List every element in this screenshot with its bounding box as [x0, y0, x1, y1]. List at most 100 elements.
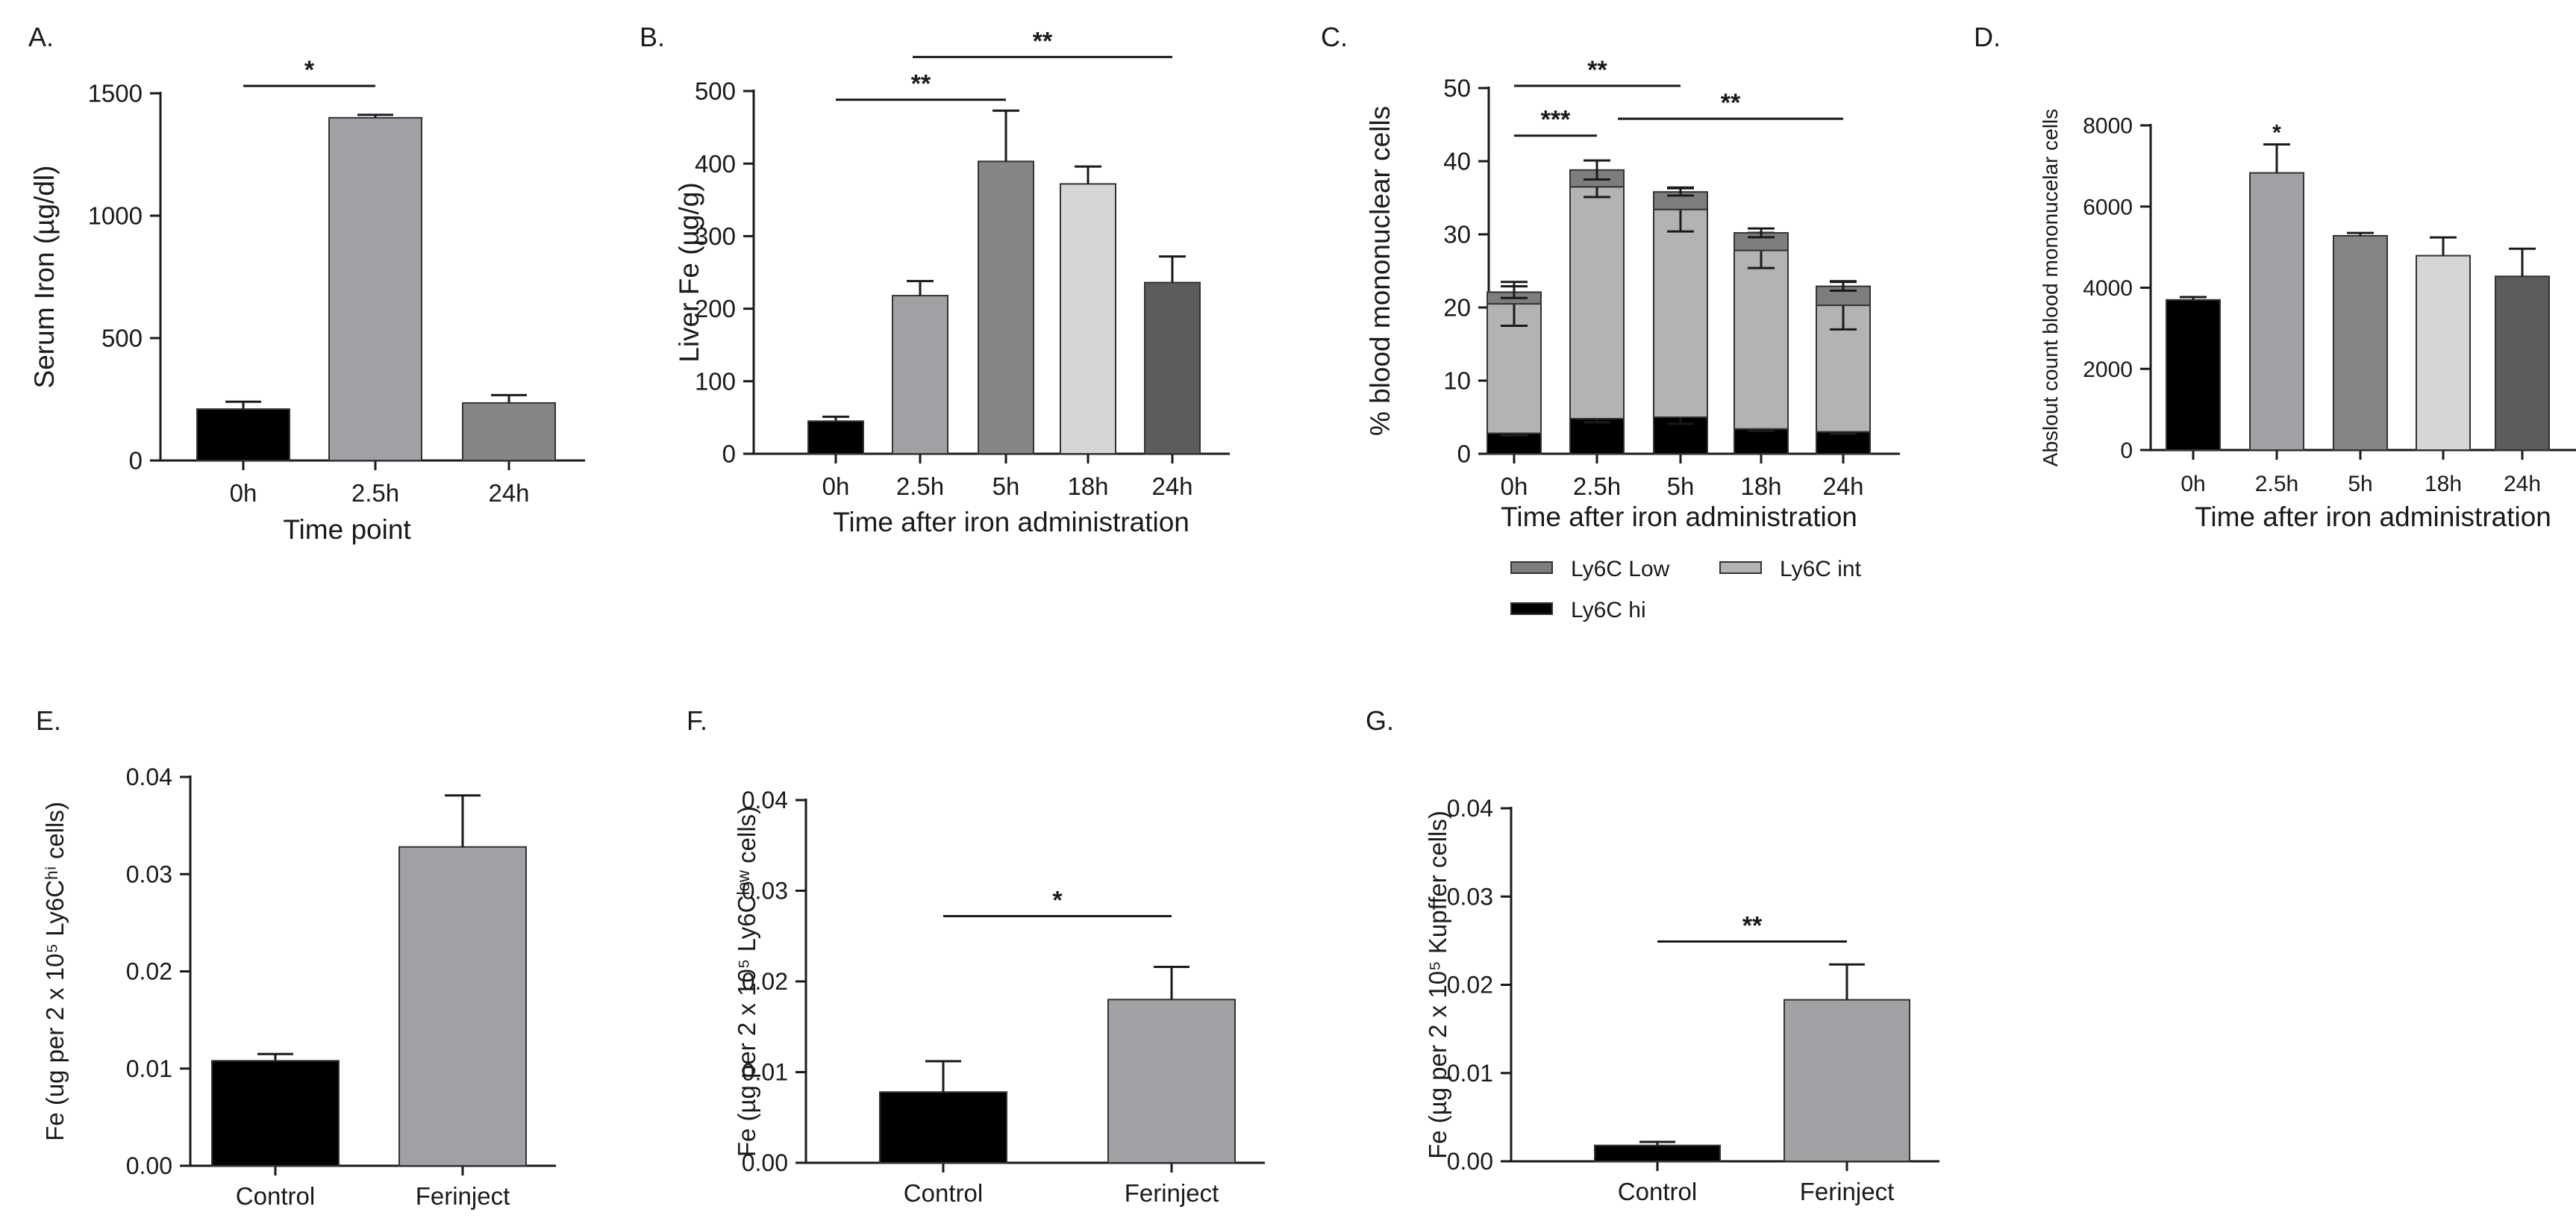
x-tick-label: 5h — [2348, 472, 2372, 496]
x-tick-label: 24h — [1151, 472, 1192, 500]
y-tick-label: 0.03 — [126, 861, 172, 887]
significance-label: * — [2272, 121, 2281, 146]
y-tick-label: 6000 — [2083, 195, 2133, 219]
y-axis-title: % blood mononuclear cells — [1365, 106, 1395, 436]
bar-ly6c-hi — [1569, 417, 1625, 455]
panel-label: F. — [687, 705, 707, 736]
y-tick-label: 2000 — [2083, 357, 2133, 382]
panel-f: F. 0.00 0.01 0.02 0.03 0.04 Control Ferinject * F… — [687, 705, 1265, 1207]
y-axis-title: Abslout count blood mononucelar cells — [2039, 109, 2062, 466]
x-tick-label: 24h — [1822, 472, 1863, 500]
y-axis-title: Liver Fe (µg/g) — [674, 182, 704, 362]
legend-swatch — [1510, 561, 1553, 574]
x-tick-label: Ferinject — [1800, 1178, 1895, 1205]
bar-ly6c-hi — [1816, 431, 1871, 455]
panel-d: D. 0 2000 4000 6000 8000 0h 2.5h 5h 18h 24h * Time a… — [1974, 22, 2576, 532]
y-axis-title: Fe (µg per 2 x 10⁵ Ly6Cˡᵒʷ cells) — [733, 806, 760, 1157]
panel-label: A. — [28, 22, 54, 52]
bar — [2416, 255, 2471, 451]
bar-ly6c-int — [1734, 249, 1789, 430]
y-tick-label: 0.01 — [126, 1055, 172, 1082]
y-tick-label: 0.03 — [742, 878, 788, 905]
y-tick-label: 50 — [1443, 75, 1471, 102]
bar — [1060, 183, 1116, 455]
x-tick-label: 5h — [1667, 472, 1695, 500]
bar-ly6c-int — [1653, 208, 1708, 418]
y-tick-label: 0.01 — [742, 1059, 788, 1086]
bar — [879, 1091, 1007, 1164]
y-tick-label: 0.00 — [742, 1149, 788, 1176]
significance-label: ** — [1742, 912, 1763, 940]
bar-ly6c-int — [1569, 186, 1625, 419]
bar — [1107, 999, 1236, 1164]
bar — [196, 408, 290, 461]
panel-label: D. — [1974, 22, 2001, 52]
x-tick-label: 0h — [822, 472, 850, 500]
legend: Ly6C Low Ly6C int Ly6C hi — [1510, 557, 1862, 622]
x-tick-label: 2.5h — [1573, 472, 1621, 500]
significance-label: ** — [1033, 27, 1053, 55]
y-tick-label: 30 — [1443, 221, 1471, 249]
bar-ly6c-int — [1816, 305, 1871, 433]
x-tick-label: Ferinject — [416, 1182, 510, 1210]
bar — [211, 1060, 340, 1167]
legend-swatch — [1719, 561, 1762, 574]
y-tick-label: 40 — [1443, 148, 1471, 175]
bar — [2495, 275, 2550, 451]
y-tick-label: 10 — [1443, 367, 1471, 395]
panel-e: E. 0.00 0.01 0.02 0.03 0.04 Control Ferinject Fe… — [36, 705, 556, 1210]
bar — [462, 402, 556, 461]
bar — [328, 116, 422, 462]
y-tick-label: 4000 — [2083, 276, 2133, 301]
y-tick-label: 20 — [1443, 294, 1471, 322]
y-tick-label: 400 — [695, 150, 736, 178]
y-tick-label: 0 — [722, 440, 736, 468]
y-tick-label: 300 — [695, 222, 736, 250]
y-tick-label: 500 — [695, 78, 736, 105]
y-tick-label: 1000 — [88, 202, 143, 230]
bar — [892, 295, 948, 455]
x-tick-label: Control — [236, 1182, 315, 1210]
x-tick-label: 2.5h — [351, 479, 399, 507]
y-axis-title: Fe (ug per 2 x 10⁵ Ly6Cʰⁱ cells) — [41, 802, 69, 1141]
legend-label: Ly6C Low — [1571, 557, 1670, 581]
y-tick-label: 0 — [129, 447, 143, 475]
bar — [1144, 281, 1201, 455]
bar — [807, 420, 864, 455]
y-tick-label: 0.02 — [742, 968, 788, 995]
bar-ly6c-hi — [1734, 428, 1789, 455]
x-tick-label: 0h — [230, 479, 257, 507]
panel-label: G. — [1366, 705, 1394, 736]
x-axis-title: Time after iron administration — [1501, 502, 1857, 532]
y-tick-label: 0 — [2120, 439, 2133, 463]
bar — [2166, 299, 2221, 451]
y-axis-title: Fe (µg per 2 x 10⁵ Kupffer cells) — [1424, 811, 1451, 1159]
y-tick-label: 0.00 — [1447, 1148, 1493, 1175]
bar — [1594, 1144, 1721, 1162]
panel-label: B. — [640, 22, 665, 52]
x-tick-label: 2.5h — [896, 472, 944, 500]
y-tick-label: 100 — [695, 367, 736, 395]
significance-label: * — [304, 56, 315, 84]
bar — [398, 846, 527, 1167]
y-tick-label: 0 — [1457, 440, 1471, 468]
x-tick-label: Control — [1618, 1178, 1697, 1205]
legend-label: Ly6C hi — [1571, 598, 1646, 622]
significance-label: ** — [911, 70, 931, 99]
x-axis-title: Time after iron administration — [2195, 502, 2551, 532]
y-tick-label: 0.04 — [126, 764, 172, 790]
x-tick-label: 18h — [1067, 472, 1108, 500]
x-tick-label: 0h — [1501, 472, 1528, 500]
legend-label: Ly6C int — [1780, 557, 1862, 581]
y-tick-label: 0.02 — [1447, 972, 1493, 999]
x-axis-title: Time point — [283, 514, 411, 545]
x-tick-label: 18h — [2425, 472, 2462, 496]
y-tick-label: 0.01 — [1447, 1060, 1493, 1087]
x-axis-title: Time after iron administration — [833, 507, 1189, 537]
y-axis-title: Serum Iron (µg/dl) — [29, 166, 60, 389]
y-tick-label: 0.04 — [1447, 795, 1493, 822]
y-tick-label: 0.03 — [1447, 883, 1493, 910]
y-tick-label: 0.04 — [742, 787, 788, 814]
y-tick-label: 0.02 — [126, 958, 172, 985]
